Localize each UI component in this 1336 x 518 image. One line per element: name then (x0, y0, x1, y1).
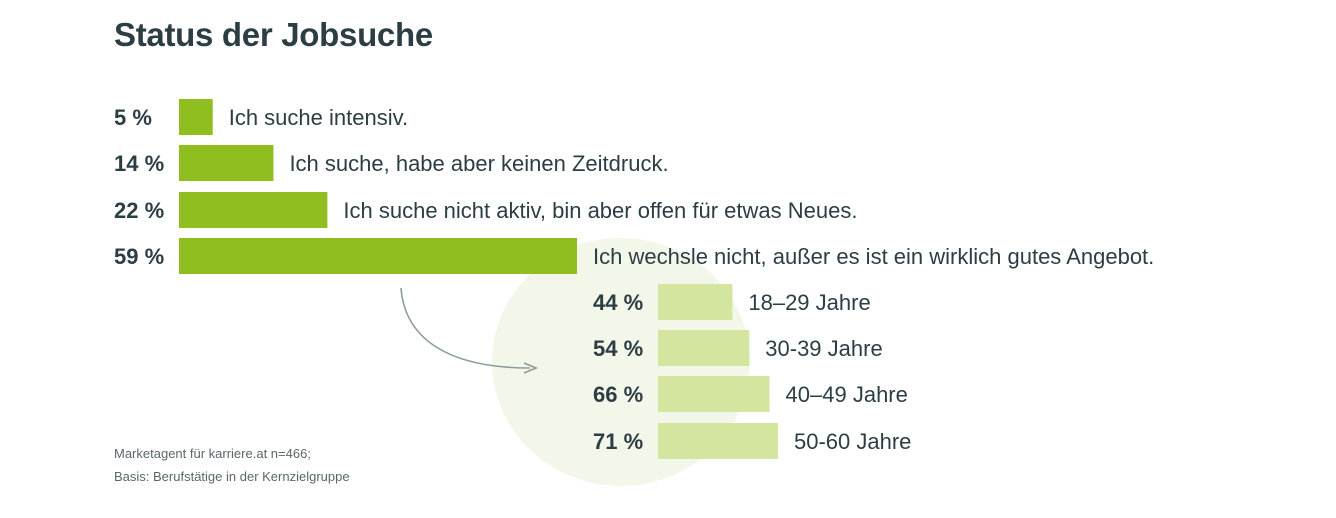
source-note-line2: Basis: Berufstätige in der Kernzielgrupp… (114, 469, 350, 484)
age-value-label: 54 % (593, 336, 643, 361)
age-category-label: 30-39 Jahre (765, 336, 882, 361)
main-category-label: Ich wechsle nicht, außer es ist ein wirk… (593, 244, 1154, 269)
main-bar (179, 192, 328, 228)
age-category-label: 18–29 Jahre (748, 290, 870, 315)
age-bar (658, 284, 733, 320)
age-category-label: 40–49 Jahre (786, 382, 908, 407)
age-bar (658, 423, 778, 459)
main-value-label: 5 % (114, 105, 152, 130)
main-category-label: Ich suche nicht aktiv, bin aber offen fü… (343, 198, 857, 223)
chart-title: Status der Jobsuche (114, 16, 433, 53)
main-bar (179, 99, 213, 135)
main-value-label: 59 % (114, 244, 164, 269)
age-category-label: 50-60 Jahre (794, 429, 911, 454)
age-value-label: 71 % (593, 429, 643, 454)
main-value-label: 14 % (114, 151, 164, 176)
arrow-head-icon (523, 362, 539, 374)
main-value-label: 22 % (114, 198, 164, 223)
age-value-label: 44 % (593, 290, 643, 315)
main-category-label: Ich suche intensiv. (229, 105, 408, 130)
main-category-label: Ich suche, habe aber keinen Zeitdruck. (289, 151, 668, 176)
age-value-label: 66 % (593, 382, 643, 407)
age-bar (658, 376, 770, 412)
curved-arrow (400, 287, 531, 369)
source-note-line1: Marketagent für karriere.at n=466; (114, 446, 311, 461)
age-bar (658, 330, 750, 366)
main-bar (179, 238, 577, 274)
main-bar (179, 145, 274, 181)
